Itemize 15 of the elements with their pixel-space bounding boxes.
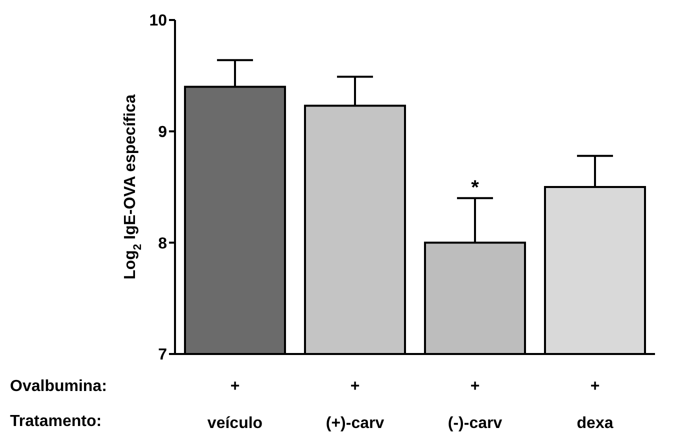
y-tick-label: 8 [158,235,168,252]
y-tick-label: 10 [149,12,168,30]
x-tick-label: dexa [576,415,614,432]
text: + [350,378,360,395]
x-tick-label: (+)-carv [326,415,384,432]
text: + [230,378,240,395]
text: + [590,378,600,395]
x-tick-label: (-)-carv [448,415,502,432]
text: + [470,378,480,395]
text: Tratamento: [10,413,102,430]
y-tick-label: 7 [158,346,168,364]
text: Ovalbumina: [10,378,107,395]
annotation: * [471,177,480,200]
x-tick-label: veículo [207,415,263,432]
y-tick-label: 9 [158,124,168,142]
